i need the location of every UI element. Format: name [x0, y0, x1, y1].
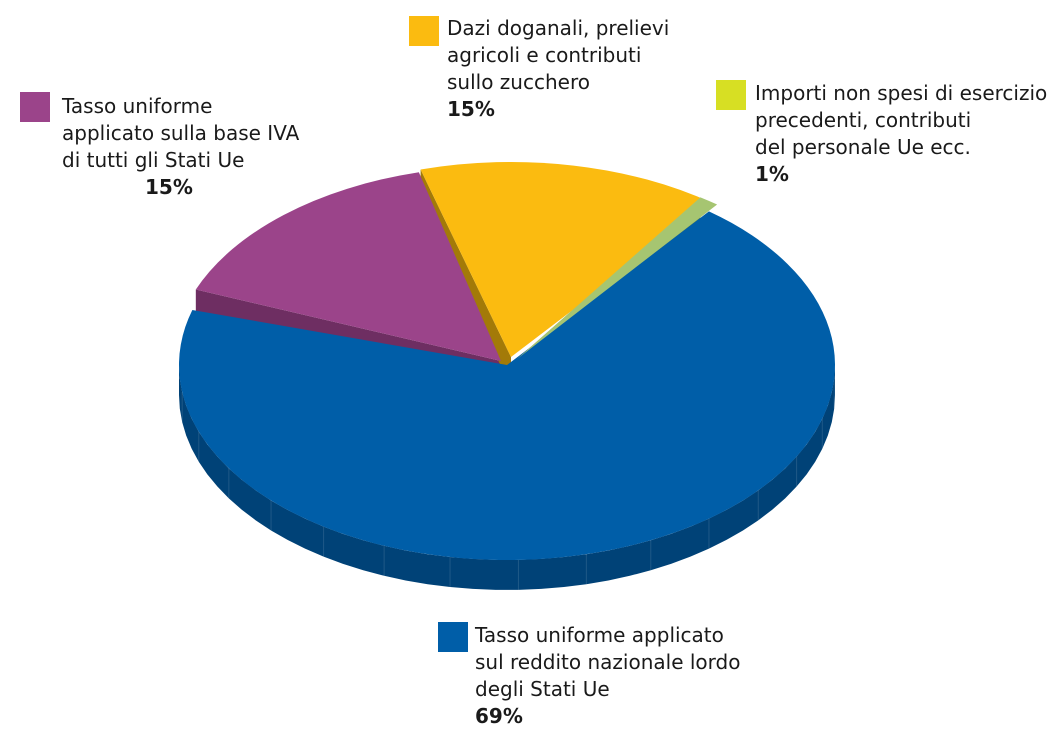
label-rnl-value: 69% — [475, 704, 523, 728]
legend-swatch-rnl — [438, 622, 468, 652]
pie-slice-rnl — [178, 211, 835, 561]
label-rnl: Tasso uniforme applicato sul reddito naz… — [475, 622, 740, 730]
pie-slice-iva — [195, 172, 501, 361]
label-altri-value: 1% — [755, 162, 789, 186]
label-altri-text: Importi non spesi di esercizio precedent… — [755, 81, 1048, 159]
label-iva-value: 15% — [145, 175, 193, 199]
label-iva-text: Tasso uniforme applicato sulla base IVA … — [62, 94, 300, 172]
pie-slice-dazi — [420, 162, 713, 357]
legend-swatch-dazi — [409, 16, 439, 46]
label-altri: Importi non spesi di esercizio precedent… — [755, 80, 1047, 188]
label-dazi-text: Dazi doganali, prelievi agricoli e contr… — [447, 16, 670, 94]
legend-swatch-iva — [20, 92, 50, 122]
label-rnl-text: Tasso uniforme applicato sul reddito naz… — [475, 623, 741, 701]
pie-slice-altri — [517, 197, 718, 359]
label-dazi-value: 15% — [447, 97, 495, 121]
label-dazi: Dazi doganali, prelievi agricoli e contr… — [447, 15, 669, 123]
legend-swatch-altri — [716, 80, 746, 110]
pie-slices — [178, 162, 835, 561]
label-iva: Tasso uniforme applicato sulla base IVA … — [62, 93, 299, 201]
